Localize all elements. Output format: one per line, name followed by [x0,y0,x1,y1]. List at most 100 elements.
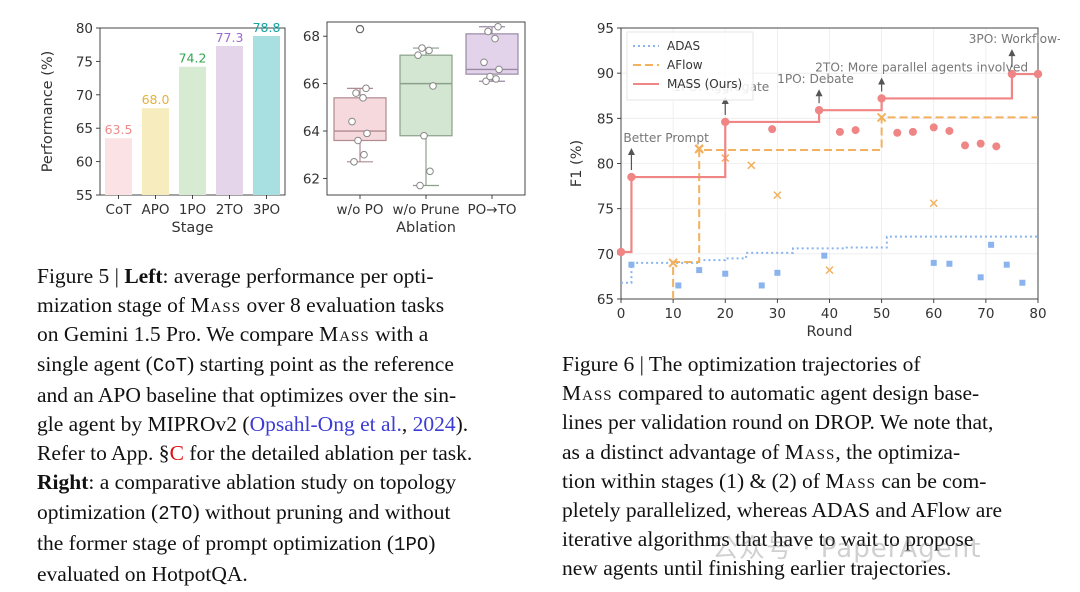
x-tick-label: 1PO [179,202,206,218]
data-point [482,77,490,86]
caption-line: Refer to App. §C for the detailed ablati… [37,439,535,468]
caption-line: Right: a comparative ablation study on t… [37,468,535,497]
caption-text: ) without pruning and without [192,499,451,524]
caption-text: ) [428,530,436,555]
appendix-link[interactable]: C [169,441,184,466]
fig5-left-bar-chart: 55 60 65 70 75 80 63.5 CoT 68.0 APO 74.2 1PO 77.3 2TO… [40,20,286,236]
method-name: Mass [562,381,613,406]
x-tick-label: PO→TO [468,202,517,218]
mass-step-marker [877,94,886,103]
data-point [429,82,437,90]
x-tick-label: 80 [1029,306,1046,322]
mass-scatter-point [976,139,985,148]
y-tick-label: 70 [597,247,614,263]
data-point [354,136,362,145]
x-tick-label: APO [141,202,169,218]
x-tick-label: 40 [821,306,838,322]
bar [179,66,206,195]
caption-line: as a distinct advantage of Mass, the opt… [562,438,1058,467]
caption-text: and an APO baseline that optimizes over … [37,382,457,407]
mass-scatter-point [961,141,970,150]
y-tick-label: 95 [597,21,614,37]
data-point [416,181,424,190]
y-tick-label: 55 [76,188,93,204]
caption-text: can be com- [875,468,987,493]
x-tick-label: 20 [717,306,734,322]
annotation-label: 3PO: Workflow-level PO [969,32,1060,46]
aflow-scatter-point [747,161,756,170]
data-point [484,27,492,36]
caption-text: ) starting point as the reference [187,351,454,376]
fig6-caption: Figure 6 | The optimization trajectories… [562,350,1058,584]
x-tick-label: 50 [873,306,890,322]
caption-line: Figure 6 | The optimization trajectories… [562,350,1058,379]
citation-link[interactable]: Opsahl-Ong et al. [249,412,402,437]
adas-scatter-point [675,282,682,289]
x-axis-label: Round [807,324,853,340]
bar-value-label: 74.2 [179,51,207,66]
bar-value-label: 68.0 [142,92,170,107]
annotation-arrow-head [815,89,823,97]
fig5-right-box-plot: 62 64 66 68 w/o PO w/o Prune PO→TO Ablation [303,21,526,236]
caption-line: the former stage of prompt optimization … [37,529,535,560]
bar-value-label: 77.3 [216,30,244,45]
y-tick-label: 80 [76,21,93,37]
x-tick-label: 60 [925,306,942,322]
data-point [359,94,367,102]
data-point [486,72,494,81]
method-name: Mass [825,468,876,493]
caption-line: evaluated on HotpotQA. [37,560,535,589]
bar [216,46,243,196]
adas-scatter-point [930,259,937,266]
x-tick-label: 2TO [216,202,243,218]
annotation-arrow-head [627,148,635,156]
data-point [360,150,368,159]
mass-scatter-point [929,123,938,132]
caption-line: iterative algorithms that have to wait t… [562,525,1058,554]
caption-text: on Gemini 1.5 Pro. We compare [37,322,320,347]
caption-bold: Left [124,264,163,288]
adas-scatter-point [821,252,828,259]
aflow-scatter-point [773,191,782,200]
caption-line: on Gemini 1.5 Pro. We compare Mass with … [37,320,535,349]
bar [105,138,132,195]
x-tick-label: 30 [769,306,786,322]
data-point [420,131,428,140]
adas-scatter-point [1019,279,1026,286]
box [399,54,453,137]
caption-line: tion within stages (1) & (2) of Mass can… [562,467,1058,496]
caption-line: new agents until finishing earlier traje… [562,554,1058,583]
caption-line: optimization (2TO) without pruning and w… [37,498,535,529]
x-tick-label: CoT [106,202,133,218]
adas-scatter-point [977,274,984,281]
caption-line: mization stage of Mass over 8 evaluation… [37,291,535,320]
mass-scatter-point [851,126,860,135]
citation-year-link[interactable]: 2024 [412,412,456,437]
caption-text: over 8 evaluation tasks [241,293,445,318]
data-point [495,65,503,74]
method-name: Mass [190,293,242,318]
caption-text: : average performance per opti- [162,264,434,288]
adas-scatter-point [774,269,781,276]
aflow-step-marker [876,112,887,123]
y-tick-label: 64 [303,124,320,140]
y-tick-label: 80 [597,157,614,173]
y-tick-label: 70 [76,88,93,104]
caption-text: mization stage of [37,293,191,318]
bar [253,36,280,196]
caption-line: single agent (CoT) starting point as the… [37,350,535,381]
legend-label: MASS (Ours) [667,77,742,91]
x-tick-label: 3PO [253,202,280,218]
y-tick-label: 85 [597,111,614,127]
y-tick-label: 65 [597,292,614,308]
box [333,97,387,142]
caption-text: gle agent by MIPROv2 ( [37,412,250,437]
aflow-step-marker [694,144,704,154]
mass-step-marker [1007,69,1017,79]
data-point [363,129,371,138]
y-tick-label: 66 [303,77,320,93]
caption-line: Figure 5 | Left: average performance per… [37,262,535,291]
x-axis-label: Ablation [396,220,456,236]
x-tick-label: 0 [617,306,626,322]
mass-step-marker [1033,69,1043,79]
